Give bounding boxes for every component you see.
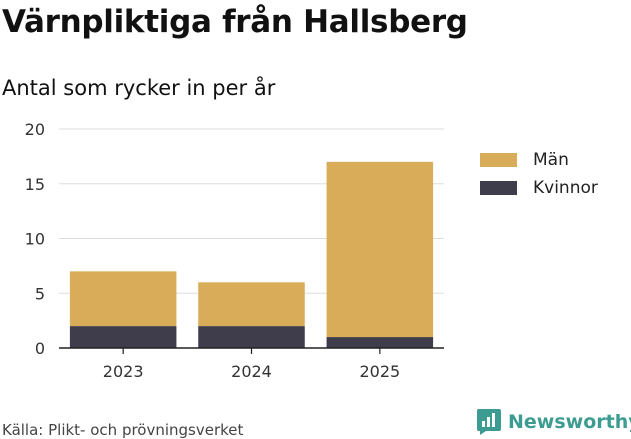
legend-swatch-kvinnor — [480, 181, 517, 195]
legend-label-man: Män — [533, 150, 569, 170]
y-tick-label: 10 — [25, 230, 45, 249]
bar-män-2024 — [198, 282, 305, 327]
legend: Män Kvinnor — [480, 146, 598, 202]
legend-item-man: Män — [480, 146, 598, 174]
x-tick-label: 2023 — [103, 362, 144, 381]
source-note: Källa: Plikt- och prövningsverket — [2, 421, 244, 439]
brand-name: Newsworthy — [508, 411, 631, 433]
legend-item-kvinnor: Kvinnor — [480, 174, 598, 202]
x-tick-label: 2025 — [359, 362, 400, 381]
bars — [69, 161, 434, 348]
y-tick-label: 0 — [35, 339, 45, 358]
legend-label-kvinnor: Kvinnor — [533, 178, 598, 198]
bar-män-2023 — [69, 271, 177, 327]
chart-subtitle: Antal som rycker in per år — [2, 76, 276, 100]
bar-kvinnor-2024 — [198, 326, 305, 348]
bar-kvinnor-2023 — [69, 326, 177, 348]
legend-swatch-man — [480, 153, 517, 167]
y-tick-label: 20 — [25, 120, 45, 139]
y-tick-label: 5 — [35, 284, 45, 303]
bar-män-2025 — [326, 161, 434, 338]
x-tick-label: 2024 — [231, 362, 272, 381]
brand-logo[interactable]: Newsworthy — [476, 408, 631, 436]
y-tick-label: 15 — [25, 175, 45, 194]
newsworthy-logo-icon — [477, 409, 501, 435]
axis-labels: 0 5 10 15 20 2023 2024 2025 — [25, 120, 401, 381]
chart-title: Värnpliktiga från Hallsberg — [2, 4, 468, 40]
bar-kvinnor-2025 — [326, 337, 434, 348]
